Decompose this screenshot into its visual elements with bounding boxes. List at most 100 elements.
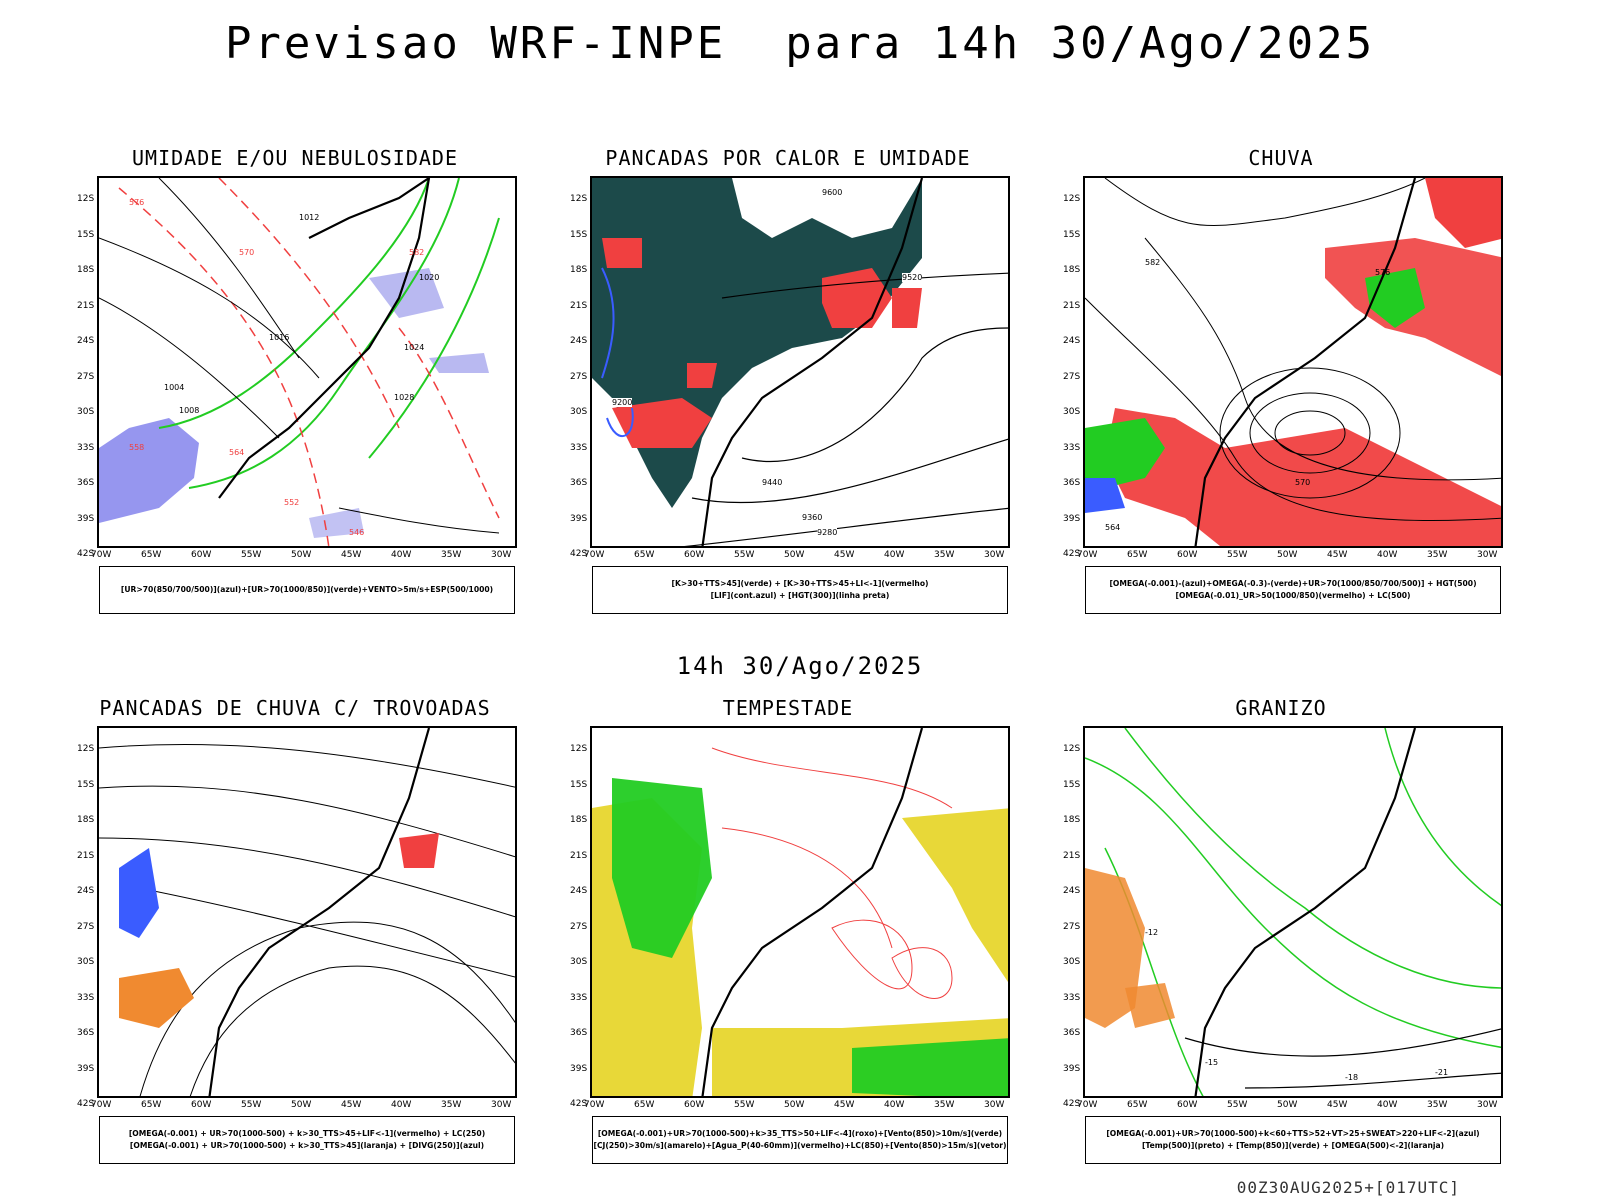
blue-lif-contour [601, 267, 634, 438]
longitude-tick-label: 65W [1127, 550, 1148, 560]
longitude-tick-label: 40W [1377, 1100, 1398, 1110]
longitude-tick-label: 40W [1377, 550, 1398, 560]
map-value-label: 9360 [802, 513, 823, 522]
map-value-label: -12 [1145, 928, 1159, 937]
map-plot [97, 726, 517, 1098]
latitude-tick-label: 21S [570, 850, 588, 861]
red-water-contour [721, 827, 893, 949]
streamline [138, 887, 515, 978]
longitude-tick-label: 70W [91, 550, 112, 560]
latitude-tick-label: 33S [77, 992, 95, 1003]
latitude-tick-label: 12S [570, 194, 588, 204]
moisture-blue-area [99, 418, 199, 523]
longitude-tick-label: 30W [984, 550, 1005, 560]
latitude-tick-label: 42S [1063, 549, 1081, 559]
legend-line: [LIF](cont.azul) + [HGT(300)](linha pret… [710, 591, 890, 600]
coastline [701, 728, 924, 1096]
longitude-tick-label: 70W [584, 1100, 605, 1110]
latitude-tick-label: 39S [570, 1063, 588, 1074]
red-convective-area [602, 238, 642, 268]
map-value-label: 1008 [179, 406, 200, 415]
green-rain-area [1085, 418, 1165, 488]
low-pressure-center [1249, 392, 1371, 474]
latitude-tick-label: 15S [1063, 229, 1081, 240]
panel-title: TEMPESTADE [722, 696, 854, 720]
latitude-tick-label: 42S [77, 1099, 95, 1109]
panel-title: CHUVA [1248, 146, 1314, 170]
longitude-tick-label: 35W [1427, 550, 1448, 560]
longitude-tick-label: 45W [341, 550, 362, 560]
red-convective-area [399, 833, 439, 868]
latitude-tick-label: 24S [1063, 336, 1081, 346]
panel-legend: [K>30+TTS>45](verde) + [K>30+TTS>45+LI<-… [592, 566, 1008, 614]
isobar [158, 178, 300, 359]
map-value-label: 576 [129, 198, 145, 207]
panel-title: PANCADAS DE CHUVA C/ TROVOADAS [99, 696, 491, 720]
red-convective-area [612, 398, 712, 448]
streamline [99, 743, 515, 788]
red-convective-area [687, 363, 717, 388]
longitude-tick-label: 55W [241, 550, 262, 560]
latitude-tick-label: 39S [570, 513, 588, 524]
longitude-tick-label: 40W [884, 550, 905, 560]
longitude-tick-label: 55W [1227, 1100, 1248, 1110]
latitude-tick-label: 30S [77, 407, 95, 417]
latitude-tick-label: 33S [570, 992, 588, 1003]
page-title: Previsao WRF-INPE para 14h 30/Ago/2025 [224, 18, 1376, 69]
longitude-tick-label: 70W [91, 1100, 112, 1110]
longitude-tick-label: 50W [784, 550, 805, 560]
map-value-label: 1020 [419, 273, 440, 282]
map-value-label: 1016 [269, 333, 290, 342]
longitude-tick-label: 50W [784, 1100, 805, 1110]
map-value-label: 564 [1105, 523, 1121, 532]
isobar [99, 237, 320, 379]
panel-title: UMIDADE E/OU NEBULOSIDADE [131, 146, 459, 170]
longitude-tick-label: 30W [984, 1100, 1005, 1110]
hgt-contour [741, 327, 1008, 463]
longitude-tick-label: 40W [884, 1100, 905, 1110]
hgt-contour [684, 507, 1008, 546]
latitude-tick-label: 18S [1063, 265, 1081, 275]
panel-heat-showers: PANCADAS POR CALOR E UMIDADE 9600 9520 9… [568, 146, 1010, 626]
latitude-tick-label: 36S [570, 478, 588, 488]
longitude-tick-label: 55W [1227, 550, 1248, 560]
longitude-tick-label: 55W [734, 1100, 755, 1110]
subtitle: 14h 30/Ago/2025 [676, 652, 924, 680]
map-value-label: 582 [409, 248, 425, 257]
legend-line: [OMEGA(-0.001) + UR>70(1000-500) + k>30_… [128, 1129, 486, 1138]
longitude-tick-label: 70W [584, 550, 605, 560]
panel-title: GRANIZO [1235, 696, 1327, 720]
longitude-tick-label: 50W [291, 1100, 312, 1110]
map-plot: 1012 1016 1020 1024 1008 1004 1028 570 5… [97, 176, 517, 548]
green-contour [158, 178, 430, 429]
longitude-tick-label: 65W [141, 550, 162, 560]
longitude-tick-label: 45W [834, 1100, 855, 1110]
green-temp850-contour [1085, 757, 1501, 1049]
legend-line: [OMEGA(-0.01)_UR>50(1000/850)(vermelho) … [1175, 591, 1411, 600]
isobar [338, 507, 500, 534]
green-temp850-contour [1124, 728, 1501, 989]
red-water-contour [831, 919, 913, 990]
map-graphic [592, 178, 1008, 546]
longitude-tick-label: 50W [1277, 1100, 1298, 1110]
hgt-contour [1085, 297, 1501, 521]
map-value-label: 552 [284, 498, 300, 507]
latitude-tick-label: 21S [1063, 850, 1081, 861]
longitude-tick-label: 30W [1477, 1100, 1498, 1110]
legend-line: [OMEGA(-0.001)-(azul)+OMEGA(-0.3)-(verde… [1109, 579, 1477, 588]
latitude-tick-label: 30S [77, 957, 95, 967]
latitude-tick-label: 15S [1063, 779, 1081, 790]
low-pressure-center [1274, 410, 1346, 456]
latitude-tick-label: 33S [77, 442, 95, 453]
latitude-tick-label: 36S [1063, 478, 1081, 488]
map-graphic [1085, 728, 1501, 1096]
black-temp500-contour [1244, 1072, 1501, 1089]
orange-omega-area [1125, 983, 1175, 1028]
latitude-tick-label: 30S [1063, 407, 1081, 417]
coastline [701, 178, 924, 546]
moisture-lavender-area [369, 268, 444, 318]
panel-storm: TEMPESTADE [OMEGA(-0.001)+UR>70(1000-500… [568, 696, 1010, 1176]
latitude-tick-label: 36S [77, 478, 95, 488]
black-temp500-contour [1184, 1028, 1501, 1057]
dark-teal-area [592, 178, 922, 508]
